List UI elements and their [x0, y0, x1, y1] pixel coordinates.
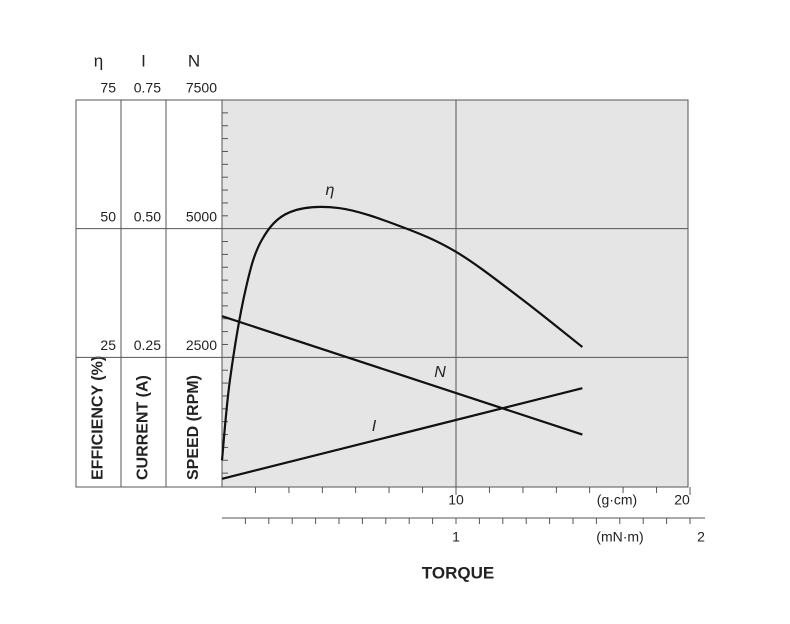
- series-label: I: [372, 418, 377, 435]
- x-tick-label: 20: [674, 492, 690, 508]
- y-tick-label: 7500: [186, 80, 217, 96]
- x-tick-label: 10: [448, 492, 464, 508]
- y-axis-title: SPEED (RPM): [185, 375, 202, 480]
- series-line: [221, 315, 583, 436]
- y-tick-label: 0.25: [134, 337, 161, 353]
- y-axis-title: EFFICIENCY (%): [90, 356, 107, 480]
- x-axis-title: TORQUE: [422, 563, 494, 582]
- series-label: N: [434, 364, 446, 381]
- axis-symbol: η: [94, 51, 103, 70]
- axis-symbol: I: [141, 51, 146, 70]
- y-tick-label: 2500: [186, 337, 217, 353]
- y-tick-label: 50: [100, 208, 116, 224]
- y-tick-label: 0.75: [134, 80, 161, 96]
- series-line: [221, 387, 583, 480]
- y-tick-label: 5000: [186, 208, 217, 224]
- y-tick-label: 75: [100, 80, 116, 96]
- series-label: η: [326, 182, 335, 199]
- y-axis-title: CURRENT (A): [135, 375, 152, 480]
- axis-symbol: N: [188, 51, 200, 70]
- x-axis-unit: (g·cm): [597, 492, 637, 508]
- x-tick-label: 1: [452, 529, 460, 545]
- x-tick-label: 2: [697, 529, 705, 545]
- series-line: [220, 205, 584, 461]
- y-tick-label: 0.50: [134, 208, 161, 224]
- y-tick-label: 25: [100, 337, 116, 353]
- x-axis-unit: (mN·m): [596, 529, 643, 545]
- plot-area: [221, 99, 689, 488]
